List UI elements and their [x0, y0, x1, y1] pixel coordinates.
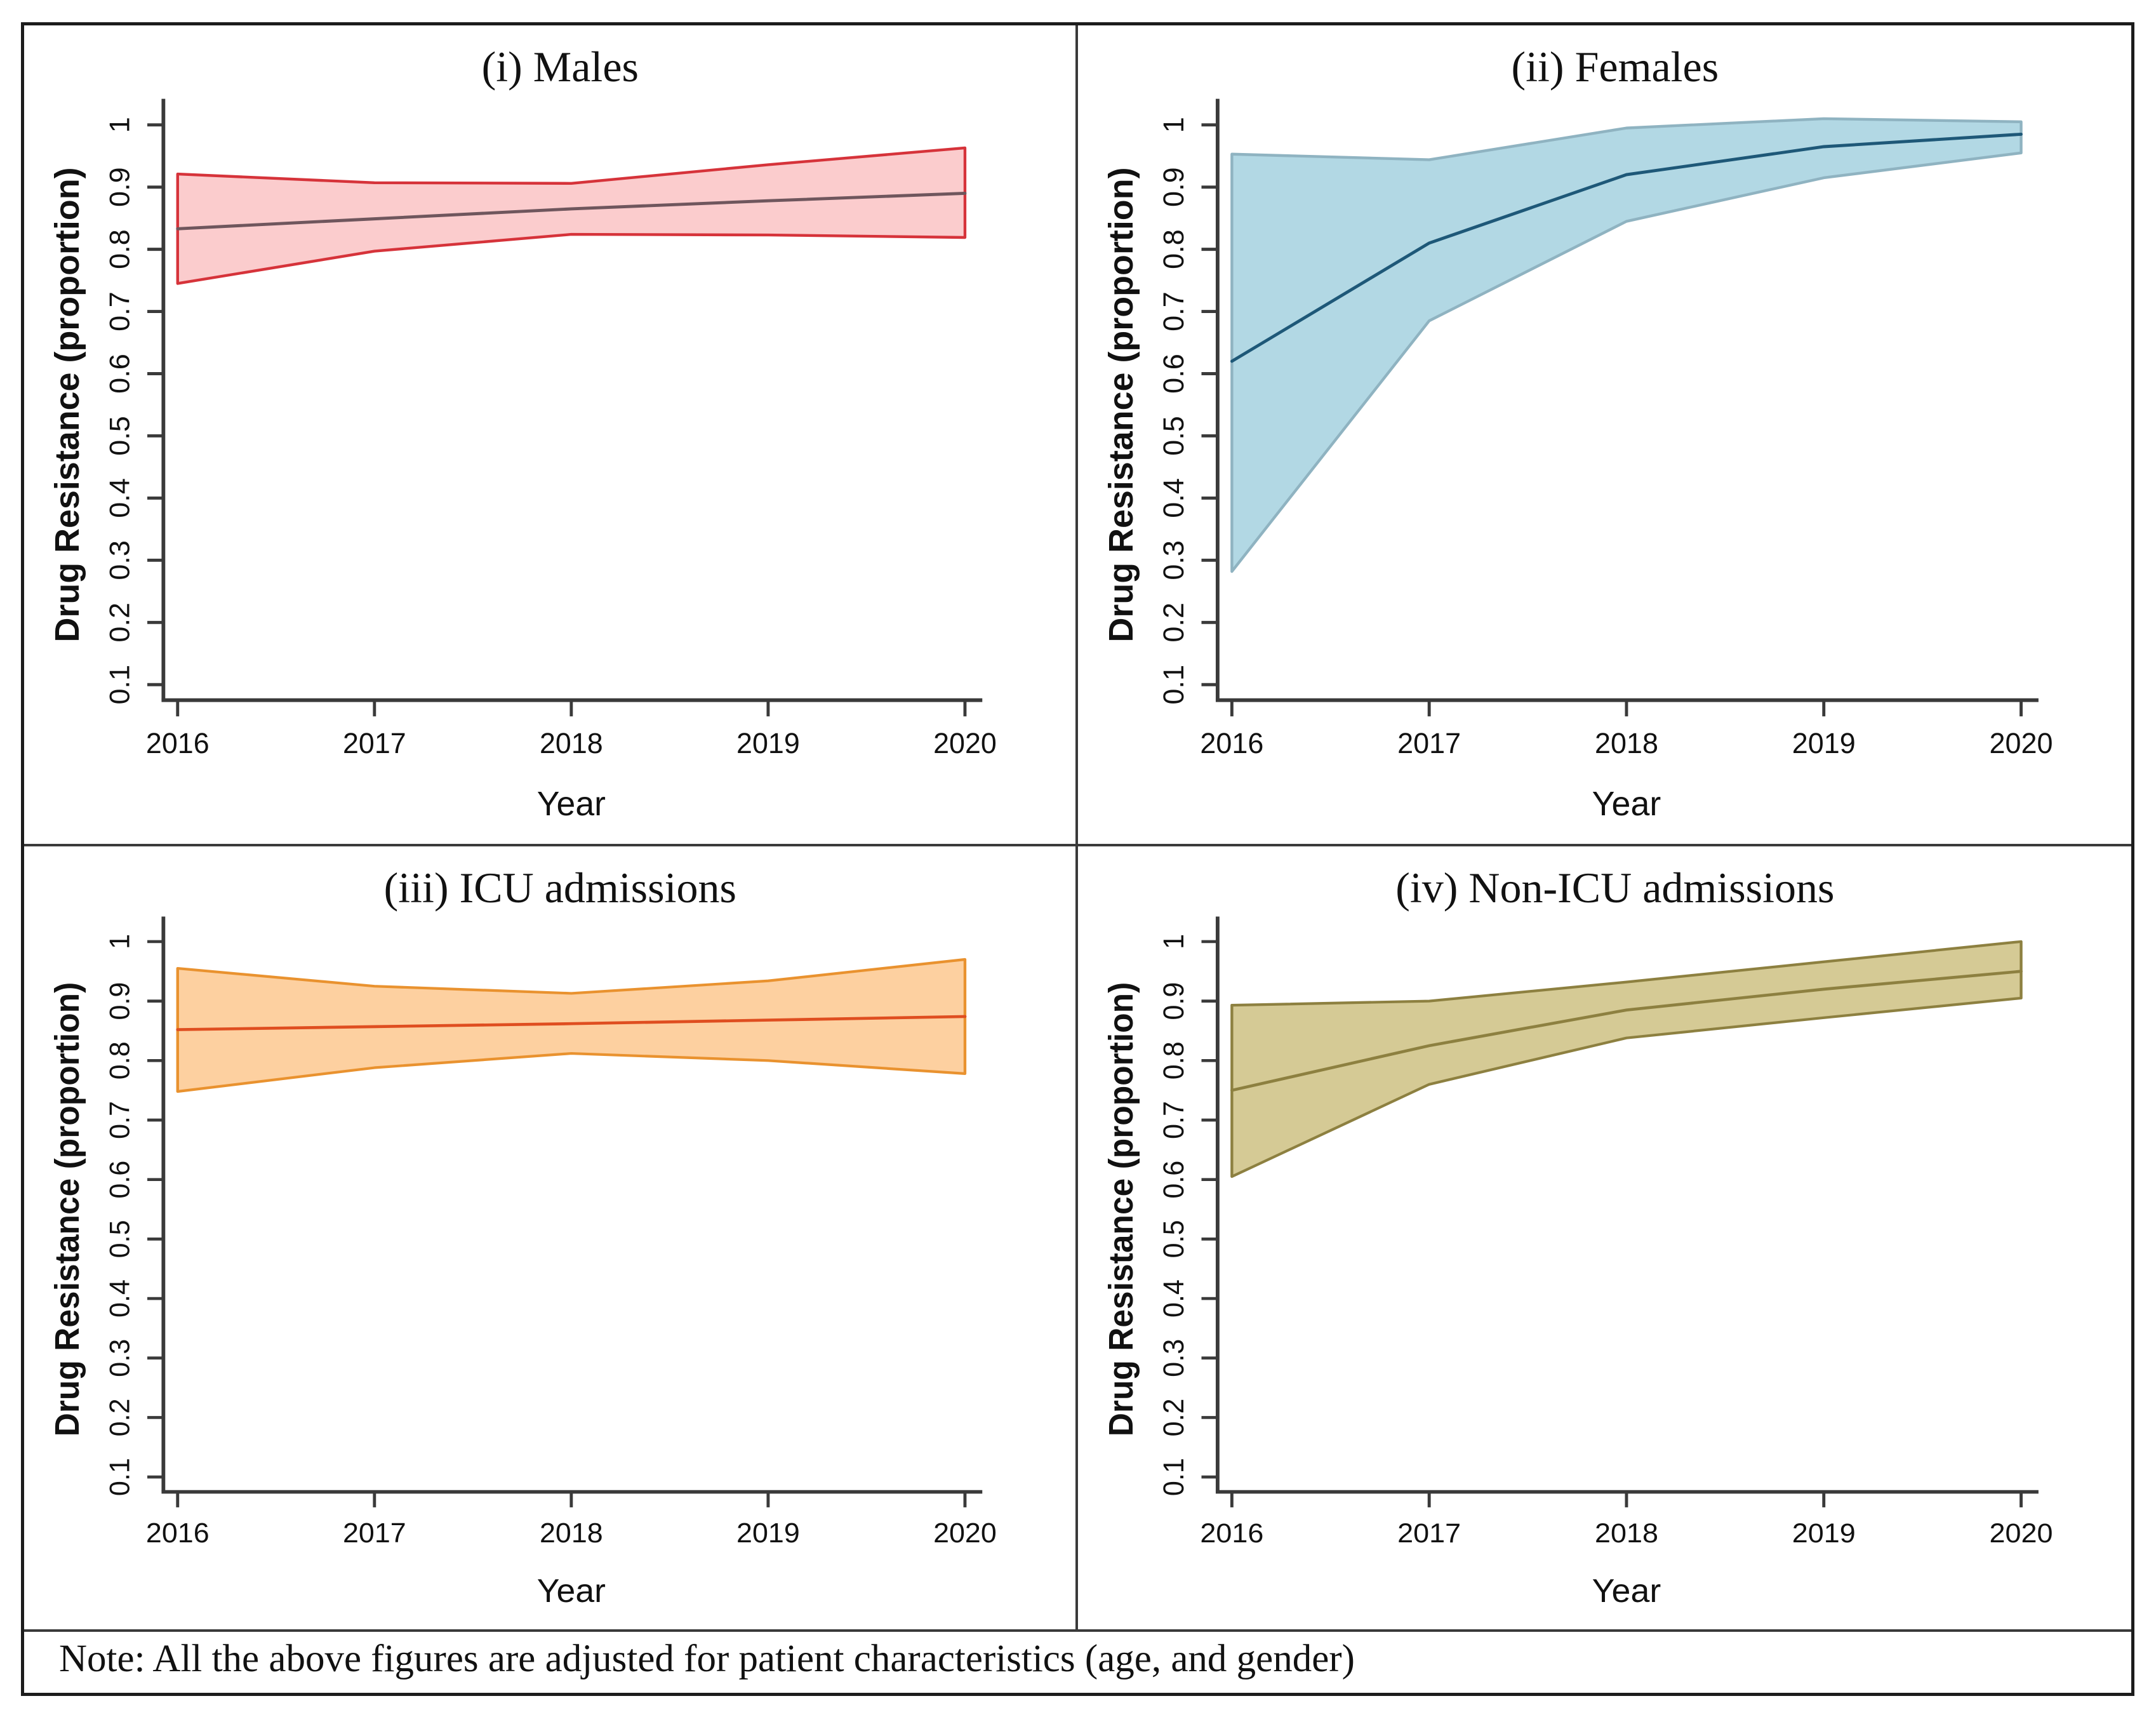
- svg-text:0.5: 0.5: [1158, 1220, 1190, 1258]
- svg-text:2016: 2016: [1200, 1518, 1263, 1549]
- svg-text:0.1: 0.1: [104, 1458, 136, 1496]
- svg-text:0.4: 0.4: [103, 478, 136, 518]
- figure-note-row: Note: All the above figures are adjusted…: [24, 1629, 2131, 1686]
- svg-text:2019: 2019: [1792, 1518, 1855, 1549]
- svg-text:0.7: 0.7: [104, 1101, 136, 1139]
- svg-text:0.8: 0.8: [104, 1041, 136, 1079]
- svg-text:2020: 2020: [1989, 1518, 2053, 1549]
- svg-text:0.1: 0.1: [103, 665, 136, 705]
- svg-text:2018: 2018: [1594, 1518, 1658, 1549]
- svg-text:Year: Year: [537, 785, 606, 823]
- panel-title-males: (i) Males: [481, 43, 639, 91]
- svg-text:Drug Resistance (proportion): Drug Resistance (proportion): [48, 167, 86, 642]
- svg-text:Drug Resistance (proportion): Drug Resistance (proportion): [1102, 982, 1140, 1437]
- svg-text:0.8: 0.8: [103, 229, 136, 269]
- svg-text:0.1: 0.1: [1158, 1458, 1190, 1496]
- figure-note: Note: All the above figures are adjusted…: [59, 1638, 1355, 1680]
- svg-text:2016: 2016: [146, 727, 210, 759]
- svg-text:0.3: 0.3: [103, 540, 136, 580]
- svg-text:0.2: 0.2: [103, 603, 136, 643]
- svg-text:0.7: 0.7: [1158, 1101, 1190, 1139]
- svg-text:0.4: 0.4: [1157, 478, 1190, 518]
- svg-text:0.6: 0.6: [103, 354, 136, 394]
- svg-text:0.8: 0.8: [1158, 1041, 1190, 1079]
- svg-text:0.9: 0.9: [1157, 167, 1190, 207]
- svg-text:0.7: 0.7: [103, 291, 136, 331]
- svg-text:2020: 2020: [933, 727, 997, 759]
- svg-text:0.2: 0.2: [104, 1399, 136, 1437]
- svg-text:2020: 2020: [933, 1518, 997, 1549]
- svg-text:0.6: 0.6: [1158, 1161, 1190, 1199]
- svg-text:0.5: 0.5: [104, 1220, 136, 1258]
- panel-grid: (i) Males 0.1 0.2 0.3 0.4 0.5 0.6 0.7 0.8 0.9 1 20…: [24, 25, 2131, 1693]
- svg-text:2019: 2019: [736, 1518, 800, 1549]
- svg-text:0.2: 0.2: [1157, 603, 1190, 643]
- svg-text:2020: 2020: [1989, 727, 2053, 759]
- svg-text:0.9: 0.9: [1158, 982, 1190, 1020]
- svg-text:Drug Resistance (proportion): Drug Resistance (proportion): [1102, 167, 1140, 642]
- non-icu-admissions-chart: 0.1 0.2 0.3 0.4 0.5 0.6 0.7 0.8 0.9 1 2016 2017 2018…: [1102, 916, 2053, 1610]
- svg-text:Year: Year: [1592, 785, 1661, 823]
- figure-frame: (i) Males 0.1 0.2 0.3 0.4 0.5 0.6 0.7 0.8 0.9 1 20…: [21, 22, 2134, 1696]
- svg-text:0.5: 0.5: [1157, 416, 1190, 456]
- icu-admissions-chart: 0.1 0.2 0.3 0.4 0.5 0.6 0.7 0.8 0.9 1 2016 2017 2018…: [48, 916, 997, 1610]
- svg-text:2017: 2017: [1397, 1518, 1461, 1549]
- svg-text:Drug Resistance (proportion): Drug Resistance (proportion): [48, 982, 86, 1437]
- svg-text:2018: 2018: [540, 727, 603, 759]
- panel-females: (ii) Females 0.1 0.2 0.3 0.4 0.5 0.6 0.7 0.8 0.9…: [1077, 25, 2131, 846]
- svg-text:Year: Year: [537, 1573, 606, 1610]
- svg-text:2017: 2017: [1397, 727, 1461, 759]
- svg-text:0.9: 0.9: [103, 167, 136, 207]
- males-chart: 0.1 0.2 0.3 0.4 0.5 0.6 0.7 0.8 0.9 1 2016 2017 2018…: [48, 98, 997, 823]
- svg-text:1: 1: [1157, 117, 1190, 133]
- svg-text:Year: Year: [1592, 1573, 1661, 1610]
- panel-non-icu-admissions: (iv) Non-ICU admissions 0.1 0.2 0.3 0.4 0.5 0…: [1077, 846, 2131, 1629]
- svg-text:2018: 2018: [1594, 727, 1658, 759]
- panel-icu-admissions: (iii) ICU admissions 0.1 0.2 0.3 0.4 0.5 0.6 0…: [24, 846, 1078, 1629]
- svg-text:2019: 2019: [1792, 727, 1855, 759]
- svg-text:0.1: 0.1: [1157, 665, 1190, 705]
- svg-text:0.8: 0.8: [1157, 229, 1190, 269]
- panel-title-females: (ii) Females: [1511, 43, 1719, 91]
- svg-text:0.3: 0.3: [1157, 540, 1190, 580]
- svg-text:2016: 2016: [1200, 727, 1263, 759]
- svg-text:0.7: 0.7: [1157, 291, 1190, 331]
- svg-text:2019: 2019: [736, 727, 800, 759]
- svg-text:1: 1: [103, 117, 136, 133]
- svg-text:0.9: 0.9: [104, 982, 136, 1020]
- svg-text:2018: 2018: [540, 1518, 603, 1549]
- panel-title-icu: (iii) ICU admissions: [383, 864, 736, 912]
- svg-text:2017: 2017: [343, 1518, 406, 1549]
- svg-text:0.4: 0.4: [104, 1279, 136, 1318]
- panel-males: (i) Males 0.1 0.2 0.3 0.4 0.5 0.6 0.7 0.8 0.9 1 20…: [24, 25, 1078, 846]
- svg-text:2017: 2017: [343, 727, 406, 759]
- panel-title-non-icu: (iv) Non-ICU admissions: [1395, 864, 1835, 912]
- svg-text:2016: 2016: [146, 1518, 210, 1549]
- svg-text:0.3: 0.3: [104, 1339, 136, 1377]
- svg-text:0.3: 0.3: [1158, 1339, 1190, 1377]
- females-chart: 0.1 0.2 0.3 0.4 0.5 0.6 0.7 0.8 0.9 1 2016 2017 2018…: [1102, 98, 2053, 823]
- svg-text:1: 1: [1158, 934, 1190, 949]
- svg-text:0.6: 0.6: [104, 1161, 136, 1199]
- svg-text:1: 1: [104, 934, 136, 949]
- svg-text:0.5: 0.5: [103, 416, 136, 456]
- svg-text:0.2: 0.2: [1158, 1399, 1190, 1437]
- svg-text:0.4: 0.4: [1158, 1279, 1190, 1318]
- svg-text:0.6: 0.6: [1157, 354, 1190, 394]
